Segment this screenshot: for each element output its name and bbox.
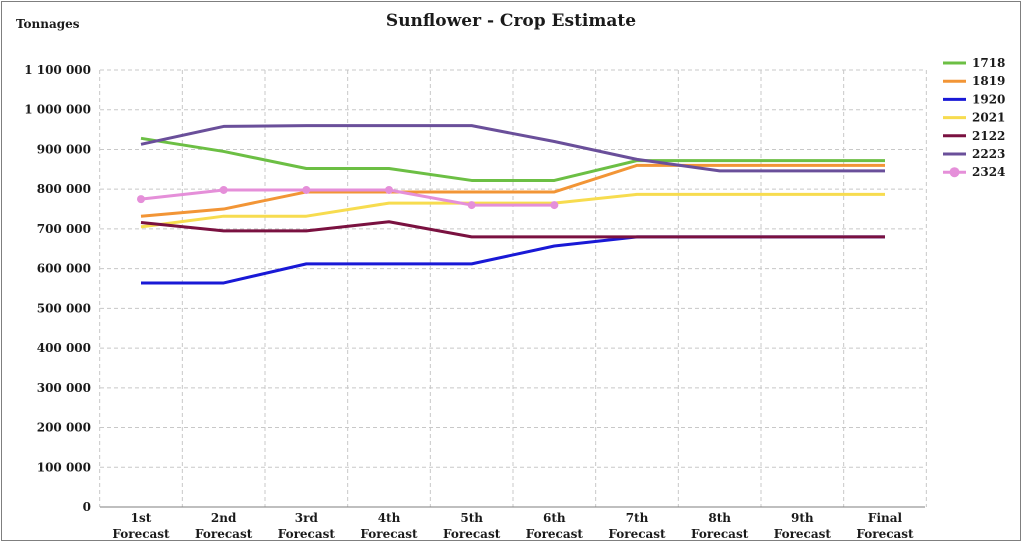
y-tick-label: 500 000 [37,301,91,315]
series-line-2122 [140,220,885,239]
x-tick-label: 7th Forecast [608,511,666,541]
x-tick-labels: 1st Forecast 2nd Forecast 3rd Forecast 4th Fore… [112,511,914,541]
y-tick-label: 700 000 [37,222,91,236]
x-tick-label-line: 5th [460,511,483,525]
x-tick-label-line: Forecast [278,527,336,541]
data-point-2324 [550,201,559,210]
y-tick-label: 200 000 [37,421,91,435]
x-tick-label-line: 9th [791,511,814,525]
y-tick-labels: 0 100 000 200 000 300 000 400 000 500 000 600 … [24,63,91,514]
legend-marker-2324 [949,167,960,178]
x-tick-label-line: Forecast [691,527,749,541]
data-point-2324 [385,185,393,194]
x-tick-label-line: 1st [131,511,152,525]
data-point-2324 [302,185,311,194]
x-tick-label-line: Forecast [360,527,418,541]
y-tick-label: 100 000 [37,460,91,474]
x-tick-label-line: 2nd [211,511,237,525]
x-tick-label-line: Final [868,511,903,525]
x-tick-label: 4th Forecast [360,511,418,541]
legend-label-2324: 2324 [972,165,1005,179]
legend-label-1819: 1819 [972,74,1005,88]
x-tick-label: 5th Forecast [443,511,501,541]
y-tick-label: 900 000 [37,142,91,156]
x-tick-label: 9th Forecast [774,511,832,541]
x-tick-label: 1st Forecast [112,511,170,541]
x-tick-label-line: Forecast [195,527,253,541]
series-line-2223 [140,124,885,173]
x-tick-label-line: 3rd [295,511,319,525]
legend-label-2122: 2122 [972,129,1005,143]
x-tick-label-line: Forecast [774,527,832,541]
series-line-2324 [140,188,555,207]
data-point-2324 [137,195,145,204]
x-tick-label: 3rd Forecast [278,511,336,541]
x-tick-label: 8th Forecast [691,511,749,541]
gridlines [99,69,927,508]
y-tick-label: 800 000 [37,182,91,196]
x-tick-label-line: 7th [626,511,649,525]
x-tick-label-line: 6th [543,511,566,525]
y-axis-label: Tonnages [16,17,80,31]
x-tick-label-line: Forecast [856,527,914,541]
series-line-1718 [140,136,885,182]
legend-label-2021: 2021 [972,111,1005,125]
data-point-2324 [467,201,476,210]
y-tick-label: 1 000 000 [24,103,91,117]
legend-label-2223: 2223 [972,147,1005,161]
x-tick-label: Final Forecast [856,511,914,541]
chart-title: Sunflower - Crop Estimate [386,11,636,31]
x-tick-label: 2nd Forecast [195,511,253,541]
legend-label-1920: 1920 [972,92,1005,106]
series-lines [137,124,885,285]
x-tick-label-line: 8th [708,511,731,525]
y-tick-label: 0 [83,500,91,514]
series-line-2021 [140,192,885,229]
y-tick-label: 300 000 [37,381,91,395]
x-tick-label-line: 4th [378,511,401,525]
x-tick-label-line: Forecast [526,527,584,541]
y-tick-label: 400 000 [37,341,91,355]
x-tick-label: 6th Forecast [526,511,584,541]
series-line-1819 [140,163,885,218]
data-point-2324 [219,185,228,194]
x-tick-label-line: Forecast [112,527,170,541]
y-tick-label: 600 000 [37,262,91,276]
x-tick-label-line: Forecast [608,527,666,541]
legend-label-1718: 1718 [972,56,1005,70]
x-tick-label-line: Forecast [443,527,501,541]
legend: 1718 1819 1920 2021 2122 2223 2324 [943,56,1005,179]
y-tick-label: 1 100 000 [24,63,91,77]
